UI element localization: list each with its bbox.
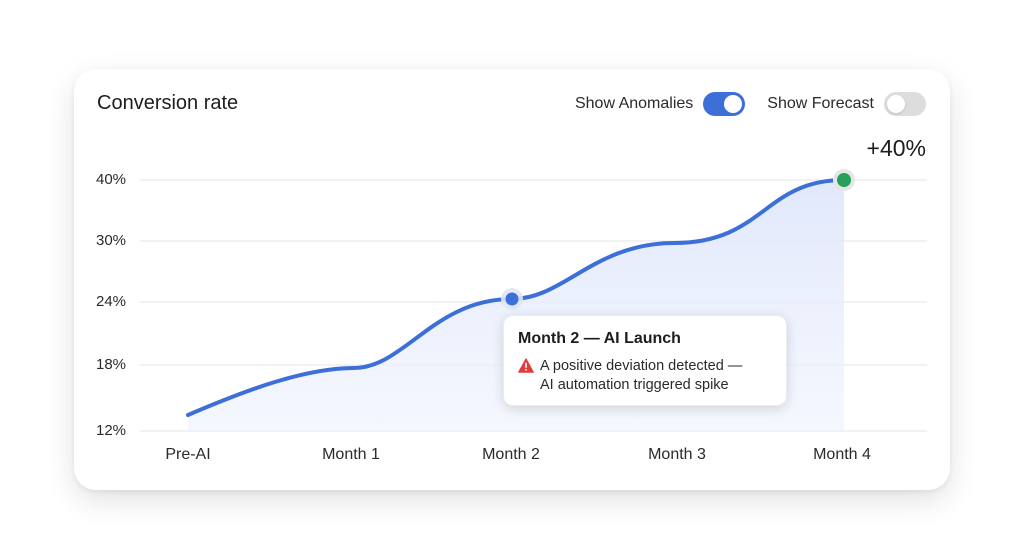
tooltip-body: A positive deviation detected — AI autom… bbox=[540, 357, 742, 395]
show-anomalies-toggle[interactable]: Show Anomalies bbox=[574, 92, 746, 116]
switch-knob bbox=[887, 95, 905, 113]
show-forecast-switch[interactable] bbox=[884, 92, 926, 116]
x-tick-label: Pre-AI bbox=[165, 446, 211, 463]
tooltip-line-1: A positive deviation detected — bbox=[540, 358, 743, 374]
y-tick-label: 40% bbox=[96, 171, 127, 188]
x-tick-label: Month 3 bbox=[648, 446, 706, 463]
x-tick-label: Month 4 bbox=[813, 446, 871, 463]
tooltip-line-2: AI automation triggered spike bbox=[540, 377, 729, 393]
x-tick-label: Month 1 bbox=[322, 446, 380, 463]
y-tick-label: 24% bbox=[96, 293, 127, 310]
toggle-group: Show Anomalies Show Forecast bbox=[575, 92, 926, 116]
delta-value: +40% bbox=[866, 135, 926, 161]
tooltip-title: Month 2 — AI Launch bbox=[518, 330, 681, 347]
show-anomalies-label: Show Anomalies bbox=[574, 95, 694, 112]
warning-icon bbox=[518, 358, 534, 373]
y-tick-label: 30% bbox=[96, 232, 127, 249]
x-tick-label: Month 2 bbox=[482, 446, 540, 463]
chart-card: Conversion rate Show Anomalies Show Fore… bbox=[74, 69, 950, 490]
y-tick-label: 18% bbox=[96, 356, 127, 373]
chart-plot bbox=[140, 169, 927, 432]
chart-title: Conversion rate bbox=[97, 92, 239, 114]
show-anomalies-switch[interactable] bbox=[703, 92, 746, 116]
show-forecast-toggle[interactable]: Show Forecast bbox=[767, 92, 926, 116]
y-tick-label: 12% bbox=[96, 422, 127, 439]
show-forecast-label: Show Forecast bbox=[767, 95, 874, 112]
anomaly-point[interactable] bbox=[505, 292, 519, 306]
anomaly-tooltip: Month 2 — AI Launch A positive deviation… bbox=[503, 315, 787, 406]
switch-knob bbox=[724, 95, 743, 113]
end-point[interactable] bbox=[837, 173, 851, 187]
